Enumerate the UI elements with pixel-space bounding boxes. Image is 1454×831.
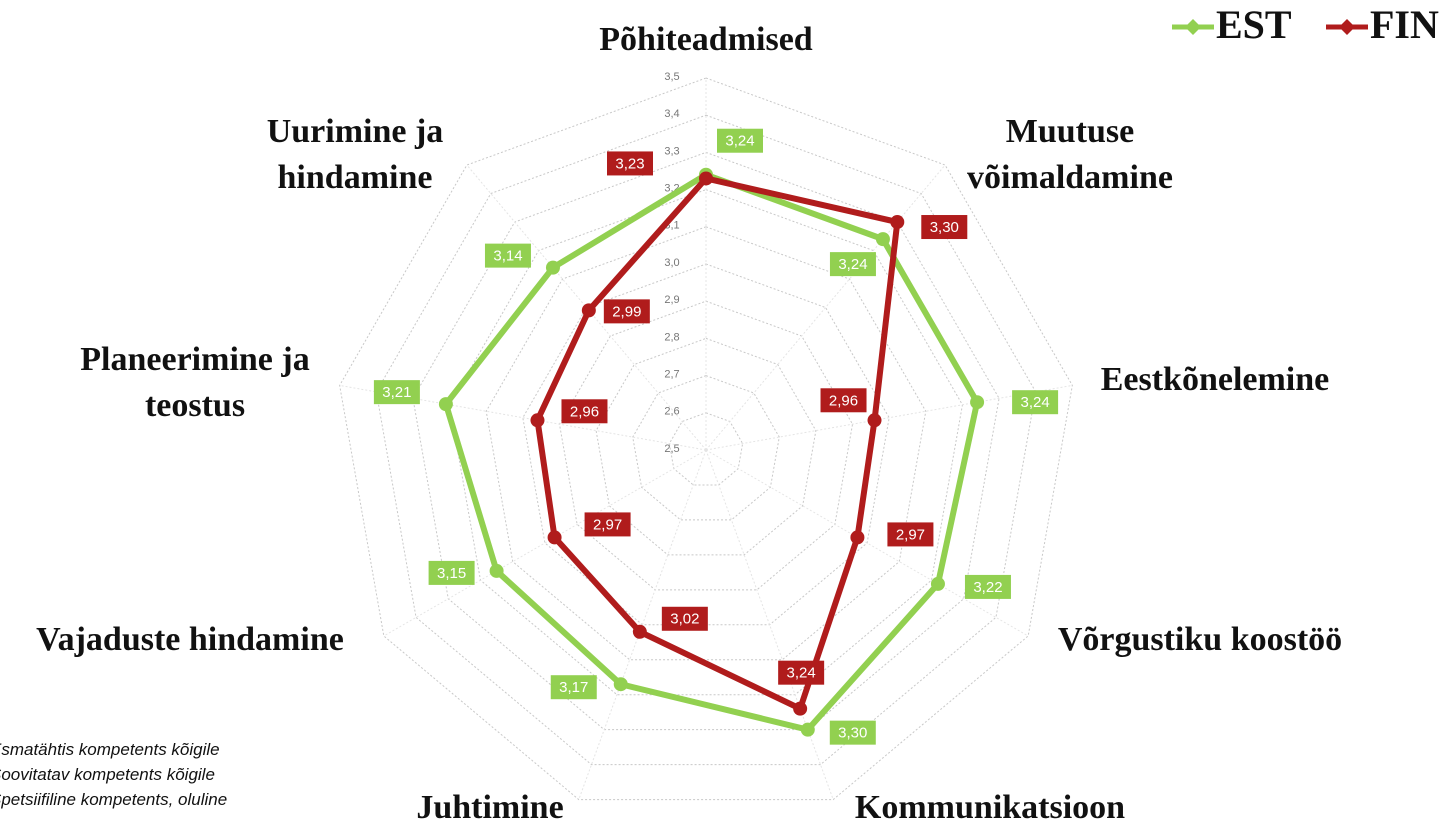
value-label: 3,24 bbox=[725, 133, 754, 150]
spoke bbox=[705, 449, 834, 800]
series-line bbox=[534, 175, 901, 712]
r-tick-label: 3,3 bbox=[664, 145, 679, 157]
value-label: 3,24 bbox=[838, 256, 867, 273]
value-label: 3,21 bbox=[382, 384, 411, 401]
note: Esmatähtis kompetents kõigile bbox=[0, 740, 220, 759]
marker bbox=[970, 395, 985, 410]
spoke bbox=[705, 164, 946, 451]
marker bbox=[545, 260, 560, 275]
value-label: 3,30 bbox=[930, 219, 959, 236]
value-label: 2,96 bbox=[829, 392, 858, 409]
r-tick-label: 2,6 bbox=[664, 406, 679, 418]
legend-label: FIN bbox=[1370, 2, 1439, 47]
value-label-box bbox=[603, 299, 650, 324]
value-label: 2,97 bbox=[593, 516, 622, 533]
value-label: 3,24 bbox=[1020, 394, 1049, 411]
value-label: 3,14 bbox=[493, 248, 522, 265]
legend-label: EST bbox=[1216, 2, 1292, 47]
marker bbox=[547, 530, 562, 545]
value-label: 3,24 bbox=[787, 665, 816, 682]
marker bbox=[632, 624, 647, 639]
value-label: 2,99 bbox=[612, 303, 641, 320]
legend-marker bbox=[1185, 19, 1201, 35]
marker bbox=[613, 677, 628, 692]
grid-ring bbox=[485, 226, 927, 661]
category-label: Eestkõnelemine bbox=[1100, 361, 1330, 398]
category-label: Vajaduste hindamine bbox=[36, 621, 344, 658]
value-label-box bbox=[829, 252, 876, 277]
grid-ring bbox=[558, 300, 854, 591]
value-label-box bbox=[964, 574, 1011, 599]
grid-ring bbox=[449, 189, 963, 696]
value-label-box bbox=[373, 380, 420, 405]
value-label: 3,15 bbox=[437, 565, 466, 582]
marker bbox=[800, 722, 815, 737]
value-label-box bbox=[561, 399, 608, 424]
marker bbox=[581, 303, 596, 318]
value-label-box bbox=[887, 522, 934, 547]
grid-ring bbox=[339, 77, 1073, 801]
spoke bbox=[705, 384, 1073, 451]
value-label: 2,97 bbox=[896, 526, 925, 543]
category-label: Planeerimine ja teostus bbox=[80, 341, 310, 424]
marker bbox=[699, 171, 713, 186]
marker bbox=[530, 413, 545, 428]
value-label: 3,17 bbox=[559, 679, 588, 696]
grid-ring bbox=[412, 151, 1000, 731]
marker bbox=[438, 397, 453, 412]
marker bbox=[875, 232, 890, 247]
category-label: Uurimine ja hindamine bbox=[266, 113, 444, 196]
spoke bbox=[383, 449, 707, 637]
value-label-box bbox=[428, 560, 475, 585]
value-label-box bbox=[778, 660, 825, 685]
category-label: Põhiteadmised bbox=[599, 21, 813, 58]
legend-marker bbox=[1339, 19, 1355, 35]
value-label-box bbox=[550, 675, 597, 700]
r-tick-label: 3,5 bbox=[664, 71, 679, 83]
r-tick-label: 2,9 bbox=[664, 294, 679, 306]
value-label-box bbox=[921, 215, 968, 240]
grid-ring bbox=[375, 114, 1037, 766]
value-label: 3,02 bbox=[670, 611, 699, 628]
value-label-box bbox=[820, 388, 867, 413]
spoke bbox=[705, 449, 1029, 637]
value-label: 3,23 bbox=[615, 155, 644, 172]
r-tick-label: 3,0 bbox=[664, 257, 679, 269]
value-label: 3,30 bbox=[838, 725, 867, 742]
value-label: 3,22 bbox=[973, 579, 1002, 596]
grid-ring bbox=[632, 375, 780, 521]
r-tick-label: 2,5 bbox=[664, 443, 679, 455]
r-tick-label: 2,8 bbox=[664, 331, 679, 343]
value-label-box bbox=[484, 243, 531, 268]
grid-ring bbox=[595, 337, 817, 556]
series-line bbox=[442, 171, 981, 733]
marker bbox=[890, 215, 905, 230]
marker bbox=[867, 413, 882, 428]
value-label-box bbox=[829, 720, 876, 745]
marker bbox=[793, 701, 808, 716]
marker bbox=[850, 530, 865, 545]
category-label: Võrgustiku koostöö bbox=[1057, 621, 1343, 658]
value-label-box bbox=[661, 606, 708, 631]
category-label: Muutuse võimaldamine bbox=[967, 113, 1173, 196]
value-label-box bbox=[584, 512, 631, 537]
value-label-box bbox=[1012, 390, 1059, 415]
value-label-box bbox=[607, 151, 653, 176]
note: Soovitatav kompetents kõigile bbox=[0, 765, 215, 784]
value-label: 2,96 bbox=[570, 403, 599, 420]
r-tick-label: 2,7 bbox=[664, 369, 679, 381]
category-label: Juhtimine bbox=[416, 789, 564, 826]
category-label: Kommunikatsioon bbox=[854, 789, 1126, 826]
marker bbox=[489, 563, 504, 578]
spoke bbox=[578, 449, 707, 800]
marker bbox=[930, 576, 945, 591]
note: Spetsiifiline kompetents, oluline bbox=[0, 790, 228, 809]
value-label-box bbox=[717, 128, 763, 153]
r-tick-label: 3,4 bbox=[664, 108, 679, 120]
